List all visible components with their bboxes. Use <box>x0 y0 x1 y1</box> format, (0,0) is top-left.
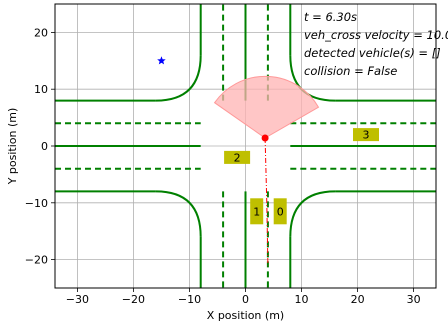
annotation-block: t = 6.30s veh_cross velocity = 10.00m/s de… <box>304 10 448 78</box>
vehicle-label: 1 <box>253 205 260 218</box>
vehicle-label: 2 <box>234 151 241 164</box>
y-tick-label: 0 <box>41 140 48 153</box>
annotation-line: detected vehicle(s) = [] <box>304 46 441 60</box>
road-corner-curve <box>155 190 202 237</box>
road-corner-curve <box>155 55 202 102</box>
road-map <box>55 4 436 288</box>
y-axis-label: Y position (m) <box>6 108 19 186</box>
annotation-line: t = 6.30s <box>304 10 357 24</box>
vehicle-box <box>273 198 287 225</box>
vehicle-box <box>224 150 251 164</box>
detection-sector <box>213 75 320 139</box>
x-axis-label: X position (m) <box>207 309 284 322</box>
vehicle-label: 0 <box>277 205 284 218</box>
vehicle-box <box>353 128 379 142</box>
x-tick-label: −10 <box>178 293 201 306</box>
ego-vehicle-dot <box>261 134 269 142</box>
y-tick-label: 10 <box>34 83 48 96</box>
road-corner-curve <box>289 190 336 237</box>
ego-trajectory-line <box>264 137 269 266</box>
vehicle-box <box>250 198 264 225</box>
x-tick-label: −30 <box>66 293 89 306</box>
goal-star-marker <box>157 56 166 65</box>
x-tick-label: 30 <box>407 293 421 306</box>
ego-trajectory <box>264 137 269 266</box>
vehicle-label: 3 <box>363 129 370 142</box>
y-tick-label: −10 <box>25 197 48 210</box>
annotation-line: collision = False <box>304 64 397 78</box>
x-tick-label: −20 <box>122 293 145 306</box>
y-tick-label: 20 <box>34 26 48 39</box>
x-tick-label: 0 <box>242 293 249 306</box>
vehicles: 0 1 2 3 <box>224 128 379 225</box>
markers <box>157 56 269 142</box>
y-tick-label: −20 <box>25 254 48 267</box>
x-tick-label: 20 <box>351 293 365 306</box>
annotation-line: veh_cross velocity = 10.00m/s <box>304 28 448 42</box>
x-tick-label: 10 <box>295 293 309 306</box>
detection-sector-wedge <box>213 75 320 139</box>
